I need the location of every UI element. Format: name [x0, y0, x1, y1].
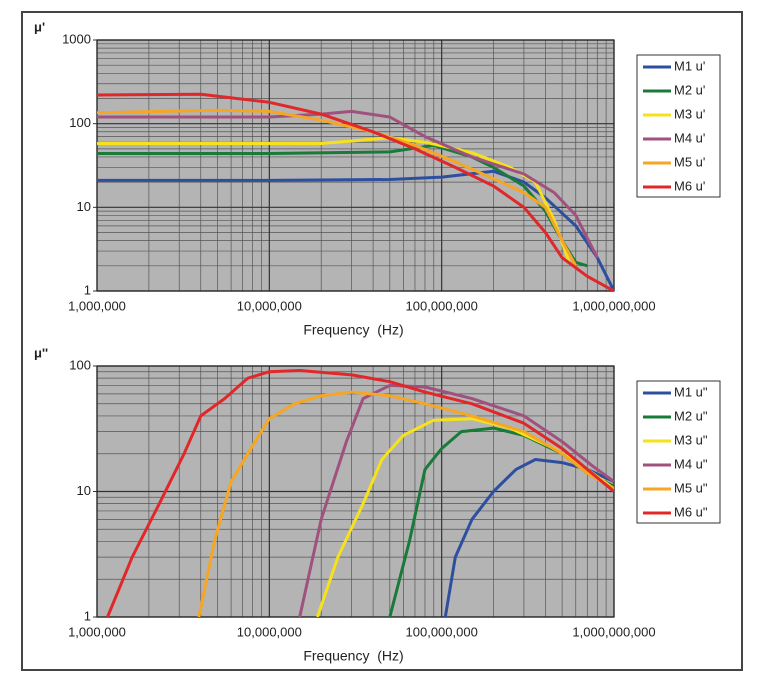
- series-line: [97, 108, 578, 267]
- series-line: [97, 109, 599, 259]
- legend-label: M5 u': [674, 154, 705, 169]
- legend-label: M3 u': [674, 106, 705, 121]
- y-axis-label: μ'': [34, 345, 48, 360]
- y-tick-label: 100: [69, 357, 91, 372]
- plot-area: [97, 40, 614, 291]
- legend-label: M6 u": [674, 504, 708, 519]
- x-tick-label: 1,000,000: [68, 624, 126, 639]
- legend-label: M5 u": [674, 480, 708, 495]
- x-tick-label: 10,000,000: [237, 298, 302, 313]
- plot-border: [96, 39, 615, 292]
- x-tick-label: 1,000,000,000: [572, 298, 655, 313]
- legend-label: M3 u": [674, 432, 708, 447]
- legend-label: M1 u': [674, 58, 705, 73]
- legend-label: M2 u": [674, 408, 708, 423]
- legend-label: M2 u': [674, 82, 705, 97]
- x-tick-label: 1,000,000: [68, 298, 126, 313]
- y-tick-label: 1: [84, 282, 91, 297]
- series-line: [298, 383, 614, 617]
- x-axis-label: Frequency (Hz): [303, 322, 403, 338]
- series-line: [97, 92, 614, 291]
- x-tick-label: 1,000,000,000: [572, 624, 655, 639]
- legend-box: [636, 54, 721, 198]
- legend-box: [636, 380, 721, 524]
- y-tick-label: 100: [69, 115, 91, 130]
- y-axis-label: μ': [34, 19, 45, 34]
- series-line: [197, 390, 614, 617]
- legend-label: M6 u': [674, 178, 705, 193]
- legend-label: M1 u": [674, 384, 708, 399]
- x-tick-label: 100,000,000: [406, 298, 478, 313]
- y-tick-label: 1000: [62, 31, 91, 46]
- x-tick-label: 10,000,000: [237, 624, 302, 639]
- legend-label: M4 u": [674, 456, 708, 471]
- legend-label: M4 u': [674, 130, 705, 145]
- series-line: [106, 369, 614, 617]
- y-tick-label: 1: [84, 608, 91, 623]
- x-tick-label: 100,000,000: [406, 624, 478, 639]
- x-axis-label: Frequency (Hz): [303, 648, 403, 664]
- y-tick-label: 10: [77, 483, 91, 498]
- y-tick-label: 10: [77, 199, 91, 214]
